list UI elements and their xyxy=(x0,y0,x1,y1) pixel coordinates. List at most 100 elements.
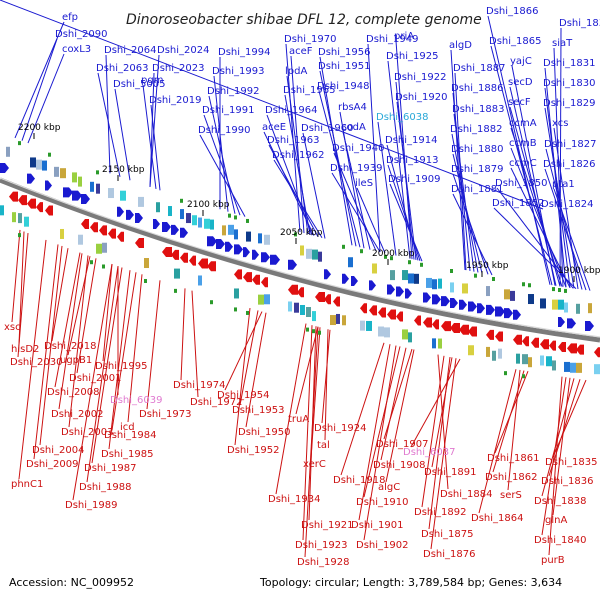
forward-gene-arrow xyxy=(171,224,179,235)
reverse-gene-arrow xyxy=(198,258,208,269)
top-connector-line xyxy=(342,131,371,250)
feature-box-upper xyxy=(54,166,59,177)
gene-label-top: aceE xyxy=(262,122,286,133)
feature-box-lower xyxy=(540,355,544,366)
forward-gene-arrow xyxy=(135,212,143,223)
top-connector-line xyxy=(395,40,413,260)
gene-label-bottom: Dshi_1973 xyxy=(139,409,191,420)
reverse-gene-arrow xyxy=(297,287,304,298)
top-connector-line xyxy=(553,47,564,287)
gene-label-top: ccmB xyxy=(509,138,537,149)
gene-label-bottom: Dshi_1953 xyxy=(232,405,284,416)
feature-box-lower xyxy=(492,350,496,361)
top-connector-line xyxy=(544,168,587,291)
forward-gene-arrow xyxy=(243,247,250,258)
gene-label-bottom: Dshi_6037 xyxy=(403,447,455,458)
reverse-gene-arrow xyxy=(81,218,89,229)
reverse-gene-arrow xyxy=(108,228,116,239)
bottom-connector-line xyxy=(541,377,567,536)
gene-label-top: Dshi_1939 xyxy=(330,163,382,174)
reverse-gene-arrow xyxy=(180,252,188,263)
green-marker xyxy=(522,374,525,379)
bottom-connector-line xyxy=(358,344,391,521)
top-connector-line xyxy=(0,0,544,210)
feature-boxes-track xyxy=(0,141,600,379)
gene-label-top: efp xyxy=(62,12,78,23)
kbp-tick-label: 2150 kbp xyxy=(102,165,145,175)
gene-label-top: Dshi_1951 xyxy=(318,61,370,72)
bottom-connector-line xyxy=(191,290,199,398)
reverse-gene-arrow xyxy=(567,343,577,354)
green-marker xyxy=(408,260,411,265)
feature-box-upper xyxy=(78,176,82,187)
kbp-tick-label: 2050 kbp xyxy=(280,228,323,238)
gene-label-top: siaT xyxy=(552,38,573,49)
bottom-connector-line xyxy=(102,263,113,362)
gene-label-bottom: Dshi_6039 xyxy=(110,395,162,406)
feature-box-lower xyxy=(366,320,372,331)
feature-box-upper xyxy=(222,225,226,236)
gene-label-bottom: Dshi_1972 xyxy=(190,397,242,408)
gene-label-top: pgm xyxy=(141,75,163,86)
feature-box-upper xyxy=(204,218,210,229)
reverse-gene-arrow xyxy=(450,323,460,333)
reverse-gene-arrow xyxy=(486,329,494,340)
green-marker xyxy=(234,215,237,220)
gene-label-top: Dshi_1994 xyxy=(218,47,270,58)
gene-label-bottom: Dshi_1910 xyxy=(356,497,408,508)
top-connector-line xyxy=(452,173,489,275)
forward-gene-arrow xyxy=(63,187,73,198)
gene-label-top: Dshi_2023 xyxy=(152,63,204,74)
top-connector-line xyxy=(331,172,381,253)
reverse-gene-arrow xyxy=(513,334,522,345)
gene-label-top: Dshi_1880 xyxy=(451,144,503,155)
top-connector-line xyxy=(544,107,575,289)
forward-gene-arrow xyxy=(432,294,441,305)
reverse-gene-arrow xyxy=(387,309,396,320)
reverse-gene-arrow xyxy=(234,269,242,280)
feature-box-upper xyxy=(300,245,304,256)
green-marker xyxy=(246,218,249,223)
feature-box-upper xyxy=(564,302,568,313)
feature-box-lower xyxy=(516,353,520,364)
gene-label-top: Dshi_1963 xyxy=(267,135,319,146)
feature-box-upper xyxy=(450,282,454,293)
feature-box-upper xyxy=(528,294,534,305)
gene-label-bottom: Dshi_2003 xyxy=(61,427,113,438)
green-marker xyxy=(390,256,393,261)
bottom-connector-line xyxy=(304,326,319,558)
gene-label-top: Dshi_2063 xyxy=(96,63,148,74)
feature-box-lower xyxy=(408,332,412,343)
green-marker xyxy=(246,310,249,315)
bottom-connector-line xyxy=(245,312,267,428)
green-marker xyxy=(318,330,321,335)
green-marker xyxy=(342,244,345,249)
feature-box-lower xyxy=(258,294,264,305)
top-connector-line xyxy=(114,88,131,181)
reverse-gene-arrow xyxy=(135,237,144,248)
gene-label-bottom: Dshi_1995 xyxy=(95,361,147,372)
top-connector-line xyxy=(199,134,246,217)
feature-box-lower xyxy=(102,242,107,253)
gene-label-top: Dshi_1990 xyxy=(198,125,250,136)
genome-backbone xyxy=(0,177,600,343)
reverse-gene-arrow xyxy=(207,261,216,272)
gene-label-bottom: purB xyxy=(541,555,565,566)
bottom-connector-line xyxy=(321,329,331,424)
gene-label-bottom: Dshi_1934 xyxy=(268,494,320,505)
gene-label-bottom: Dshi_1984 xyxy=(104,430,156,441)
forward-gene-arrow xyxy=(252,249,259,260)
green-marker xyxy=(228,213,231,218)
reverse-gene-arrow xyxy=(531,337,539,348)
green-marker xyxy=(360,249,363,254)
gene-label-bottom: Dshi_1908 xyxy=(373,460,425,471)
top-connector-line xyxy=(453,113,475,272)
top-connector-line xyxy=(450,49,466,270)
gene-label-bottom: Dshi_1884 xyxy=(440,489,492,500)
feature-box-lower xyxy=(144,258,149,269)
gene-label-bottom: xsc xyxy=(4,322,21,333)
gene-label-bottom: Dshi_1838 xyxy=(534,496,586,507)
green-marker xyxy=(504,371,507,376)
forward-gene-arrow xyxy=(288,259,297,270)
forward-gene-arrow xyxy=(234,244,243,255)
